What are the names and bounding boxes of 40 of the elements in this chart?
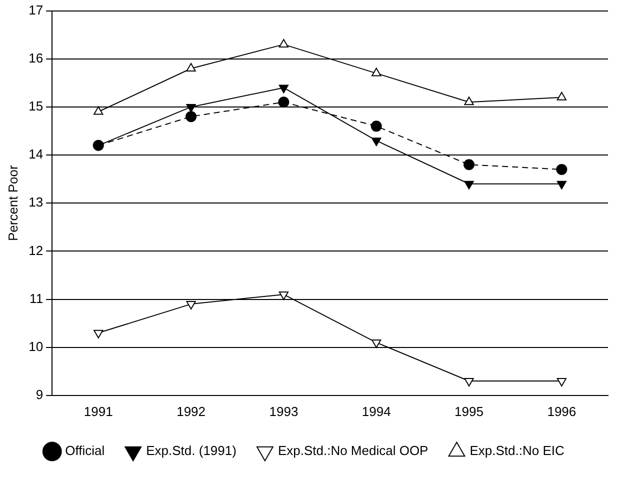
point bbox=[464, 96, 474, 106]
legend-label: Exp.Std. (1991) bbox=[146, 443, 236, 458]
point bbox=[94, 106, 104, 115]
point bbox=[464, 159, 475, 170]
legend-label: Exp.Std.:No Medical OOP bbox=[278, 443, 428, 458]
point bbox=[372, 340, 382, 348]
y-tick-label: 10 bbox=[28, 338, 44, 354]
point bbox=[370, 120, 382, 132]
point bbox=[278, 96, 290, 108]
y-tick-label: 9 bbox=[36, 386, 44, 402]
x-tick-label: 1995 bbox=[454, 404, 484, 419]
y-tick-label: 17 bbox=[28, 2, 44, 18]
point bbox=[556, 92, 566, 100]
point bbox=[372, 68, 382, 76]
point bbox=[556, 164, 568, 175]
x-tick-label: 1996 bbox=[547, 404, 576, 419]
y-tick-label: 11 bbox=[30, 290, 44, 306]
point bbox=[464, 378, 474, 386]
y-tick-label: 14 bbox=[28, 146, 44, 162]
point bbox=[556, 378, 566, 386]
point bbox=[186, 62, 196, 72]
point bbox=[278, 38, 289, 48]
x-tick-label: 1992 bbox=[176, 404, 206, 419]
point bbox=[94, 330, 104, 338]
point bbox=[556, 180, 566, 190]
y-tick-label: 13 bbox=[28, 194, 44, 210]
x-tick-label: 1994 bbox=[362, 404, 391, 419]
y-tick-label: 15 bbox=[28, 98, 44, 114]
x-tick-label: 1993 bbox=[269, 404, 298, 419]
point bbox=[278, 291, 289, 300]
point bbox=[186, 301, 196, 310]
x-tick-label: 1991 bbox=[84, 404, 113, 419]
point bbox=[92, 140, 104, 151]
point bbox=[464, 180, 474, 190]
legend-label: Official bbox=[65, 443, 105, 458]
y-tick-label: 16 bbox=[28, 50, 44, 66]
legend-label: Exp.Std.:No EIC bbox=[470, 443, 564, 458]
y-axis-title: Percent Poor bbox=[5, 164, 20, 242]
y-tick-label: 12 bbox=[28, 242, 44, 258]
point bbox=[186, 111, 197, 122]
